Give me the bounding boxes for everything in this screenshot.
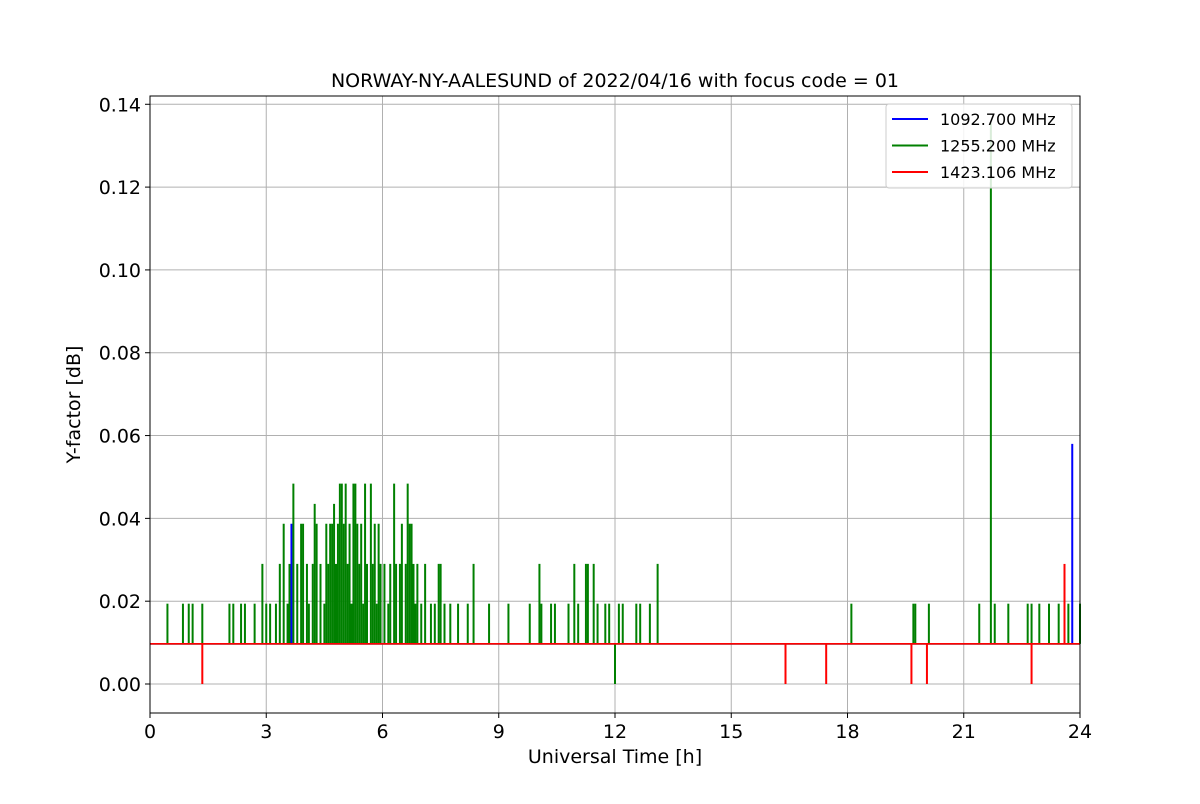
data-layer xyxy=(150,122,1081,685)
tick-layer: 0 3 6 9 12 15 18 21 24 0.00 0.02 0.04 0.06 0.08 0.10 0.… xyxy=(99,94,1092,743)
x-tick-label: 18 xyxy=(835,721,859,743)
x-tick-label: 0 xyxy=(144,721,156,743)
y-axis-label: Y-factor [dB] xyxy=(63,346,85,465)
x-tick-label: 24 xyxy=(1068,721,1092,743)
legend: 1092.700 MHz 1255.200 MHz 1423.106 MHz xyxy=(885,103,1073,189)
y-tick-label: 0.10 xyxy=(99,260,141,282)
x-tick-label: 15 xyxy=(719,721,743,743)
chart-title: NORWAY-NY-AALESUND of 2022/04/16 with fo… xyxy=(331,70,899,92)
legend-label: 1255.200 MHz xyxy=(940,137,1056,156)
y-tick-label: 0.00 xyxy=(99,674,141,696)
x-tick-label: 6 xyxy=(376,721,388,743)
y-tick-label: 0.02 xyxy=(99,591,141,613)
x-tick-label: 21 xyxy=(952,721,976,743)
y-tick-label: 0.06 xyxy=(99,426,141,448)
x-tick-label: 3 xyxy=(260,721,272,743)
y-tick-label: 0.14 xyxy=(99,94,141,116)
x-axis-label: Universal Time [h] xyxy=(528,746,702,768)
y-tick-label: 0.04 xyxy=(99,508,141,530)
legend-label: 1423.106 MHz xyxy=(940,163,1056,182)
series-group xyxy=(150,563,1080,685)
x-tick-label: 12 xyxy=(603,721,627,743)
y-tick-label: 0.12 xyxy=(99,177,141,199)
legend-label: 1092.700 MHz xyxy=(940,110,1056,129)
series-group xyxy=(150,122,1081,685)
y-tick-label: 0.08 xyxy=(99,343,141,365)
legend-box xyxy=(885,103,1073,189)
x-tick-label: 9 xyxy=(493,721,505,743)
